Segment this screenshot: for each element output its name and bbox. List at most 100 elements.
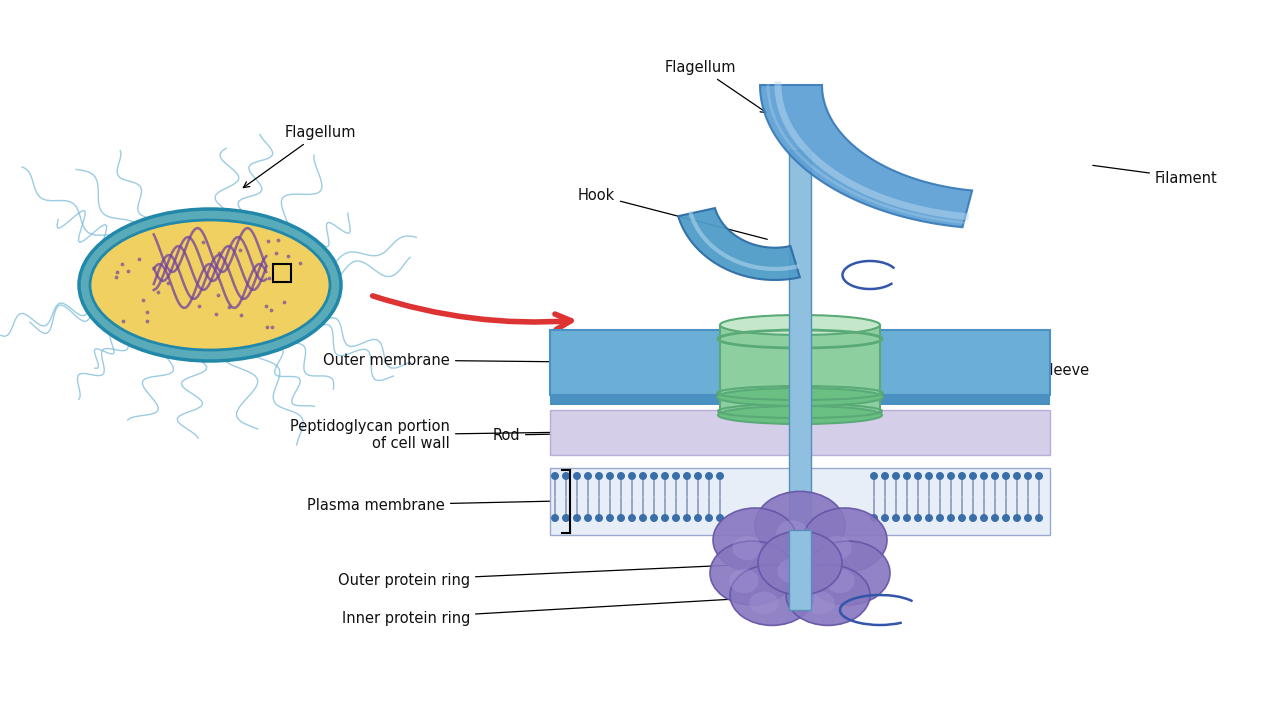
Circle shape <box>925 472 933 480</box>
Ellipse shape <box>713 508 797 572</box>
Text: Peptidoglycan portion
of cell wall: Peptidoglycan portion of cell wall <box>291 419 577 451</box>
Circle shape <box>617 514 625 522</box>
Circle shape <box>650 472 658 480</box>
Circle shape <box>957 472 966 480</box>
Text: Outer membrane: Outer membrane <box>324 353 577 367</box>
Ellipse shape <box>718 406 882 424</box>
Ellipse shape <box>758 531 842 595</box>
Circle shape <box>1036 514 1043 522</box>
Polygon shape <box>760 85 972 228</box>
Circle shape <box>562 472 570 480</box>
Text: Filament: Filament <box>1093 166 1217 186</box>
Ellipse shape <box>776 521 808 546</box>
Polygon shape <box>678 208 800 280</box>
Circle shape <box>639 514 646 522</box>
Ellipse shape <box>730 564 814 626</box>
Circle shape <box>1024 472 1032 480</box>
Circle shape <box>573 514 581 522</box>
Circle shape <box>892 472 900 480</box>
Bar <box>273 264 291 282</box>
Circle shape <box>947 472 955 480</box>
Ellipse shape <box>90 220 330 350</box>
Text: Outer protein ring: Outer protein ring <box>338 565 732 588</box>
Circle shape <box>1002 472 1010 480</box>
Ellipse shape <box>803 508 887 572</box>
Ellipse shape <box>777 559 806 583</box>
Text: Flagellum: Flagellum <box>664 60 767 112</box>
Circle shape <box>980 472 988 480</box>
Bar <box>550 410 1050 455</box>
Ellipse shape <box>79 209 340 361</box>
Text: Hook: Hook <box>577 187 767 239</box>
Ellipse shape <box>806 541 890 605</box>
Circle shape <box>925 514 933 522</box>
Ellipse shape <box>719 315 881 335</box>
Bar <box>550 395 1050 405</box>
Circle shape <box>684 472 691 480</box>
Ellipse shape <box>732 536 762 560</box>
Circle shape <box>1036 472 1043 480</box>
Circle shape <box>870 514 878 522</box>
Bar <box>719 325 879 397</box>
Circle shape <box>716 472 724 480</box>
Circle shape <box>562 514 570 522</box>
Circle shape <box>1012 514 1021 522</box>
Text: Sleeve: Sleeve <box>892 362 1089 380</box>
Bar <box>550 468 1050 535</box>
Circle shape <box>1012 472 1021 480</box>
Circle shape <box>902 472 911 480</box>
Circle shape <box>584 472 591 480</box>
Circle shape <box>705 514 713 522</box>
Circle shape <box>584 514 591 522</box>
Circle shape <box>969 472 977 480</box>
Circle shape <box>870 472 878 480</box>
Ellipse shape <box>786 564 870 626</box>
Circle shape <box>660 514 669 522</box>
Circle shape <box>716 514 724 522</box>
Circle shape <box>902 514 911 522</box>
Circle shape <box>628 472 636 480</box>
Text: Rod: Rod <box>493 428 785 443</box>
Circle shape <box>914 472 922 480</box>
Circle shape <box>881 514 890 522</box>
Bar <box>550 330 1050 395</box>
Circle shape <box>991 514 998 522</box>
Circle shape <box>936 514 943 522</box>
Circle shape <box>672 472 680 480</box>
Ellipse shape <box>710 541 794 605</box>
Circle shape <box>660 472 669 480</box>
Circle shape <box>947 514 955 522</box>
Circle shape <box>892 514 900 522</box>
Text: Inner protein ring: Inner protein ring <box>342 597 767 626</box>
Ellipse shape <box>755 492 845 559</box>
Circle shape <box>639 472 646 480</box>
Circle shape <box>595 514 603 522</box>
Circle shape <box>980 514 988 522</box>
Circle shape <box>881 472 890 480</box>
Circle shape <box>1024 514 1032 522</box>
Circle shape <box>617 472 625 480</box>
Circle shape <box>1002 514 1010 522</box>
Circle shape <box>605 514 614 522</box>
Circle shape <box>694 472 701 480</box>
Circle shape <box>936 472 943 480</box>
Circle shape <box>550 472 559 480</box>
Circle shape <box>672 514 680 522</box>
Circle shape <box>991 472 998 480</box>
Ellipse shape <box>805 592 835 614</box>
Circle shape <box>684 514 691 522</box>
Ellipse shape <box>826 569 855 593</box>
Bar <box>788 150 812 535</box>
Circle shape <box>914 514 922 522</box>
Circle shape <box>573 472 581 480</box>
Circle shape <box>595 472 603 480</box>
Circle shape <box>628 514 636 522</box>
Ellipse shape <box>730 569 759 593</box>
Circle shape <box>957 514 966 522</box>
Text: Plasma membrane: Plasma membrane <box>307 498 557 513</box>
Text: Flagellum: Flagellum <box>243 125 356 188</box>
Circle shape <box>705 472 713 480</box>
Ellipse shape <box>717 388 883 406</box>
Bar <box>719 397 879 415</box>
Circle shape <box>969 514 977 522</box>
